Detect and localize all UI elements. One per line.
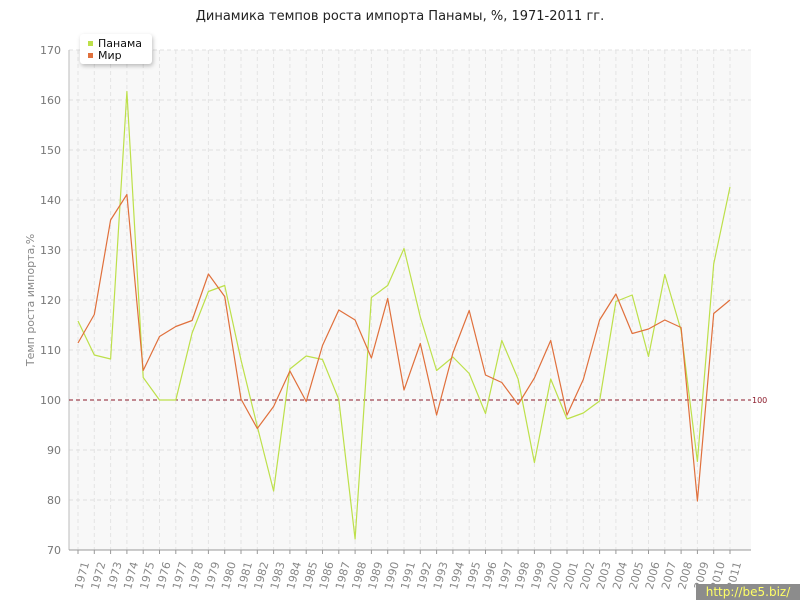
y-tick-label: 120 <box>40 294 61 307</box>
y-tick-label: 100 <box>40 394 61 407</box>
y-tick-label: 130 <box>40 244 61 257</box>
chart-title: Динамика темпов роста импорта Панамы, %,… <box>195 9 605 24</box>
y-tick-label: 160 <box>40 94 61 107</box>
series-line-2 <box>77 193 731 502</box>
y-tick-label: 80 <box>47 494 61 507</box>
legend-label-series-1: Панама <box>98 37 142 50</box>
y-tick-label: 70 <box>47 544 61 557</box>
legend-swatch-series-2 <box>88 52 93 58</box>
legend-label-series-2: Мир <box>98 49 122 62</box>
y-axis-label: Темп роста импорта,% <box>24 234 37 367</box>
legend-swatch-series-1 <box>88 40 93 46</box>
legend-item-series-1[interactable]: Панама <box>88 37 142 50</box>
watermark-link[interactable]: http://be5.biz/ <box>696 584 800 600</box>
y-tick-label: 110 <box>40 344 61 357</box>
y-tick-label: 170 <box>40 44 61 57</box>
y-tick-label: 90 <box>47 444 61 457</box>
y-tick-label: 140 <box>40 194 61 207</box>
legend: Панама Мир <box>80 34 152 64</box>
plot-background <box>69 50 751 550</box>
y-tick-label: 150 <box>40 144 61 157</box>
legend-item-series-2[interactable]: Мир <box>88 49 122 62</box>
reference-line-label: 100 <box>752 396 767 405</box>
series-line-1 <box>77 90 731 540</box>
